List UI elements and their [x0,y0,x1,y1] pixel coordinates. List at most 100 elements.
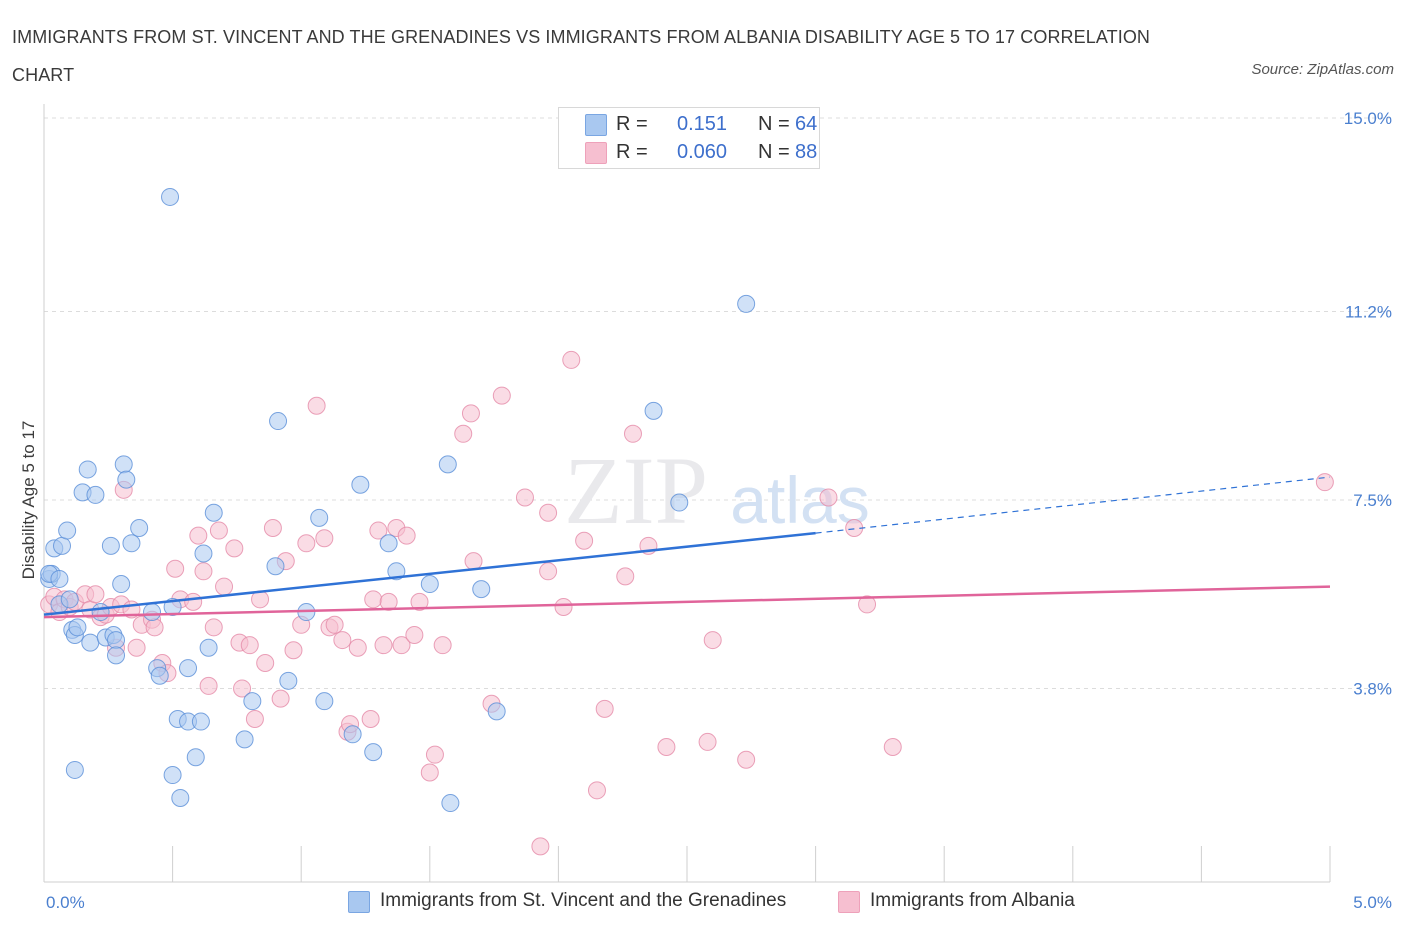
data-point [587,781,606,800]
data-point [554,597,573,616]
stvincent-swatch [348,891,370,913]
data-point [397,526,416,545]
data-point [310,508,329,527]
data-point [50,569,69,588]
data-point [112,575,131,594]
data-point [171,788,190,807]
data-point [379,592,398,611]
data-point [233,679,252,698]
data-point [269,412,288,431]
data-point [858,595,877,614]
x-tick-label: 5.0% [1353,893,1392,912]
y-axis-label: Disability Age 5 to 17 [19,421,38,580]
n-label: N = [758,113,790,135]
data-point [245,710,264,729]
data-point [86,485,105,504]
trend-lines [43,476,1331,619]
data-point [150,666,169,685]
data-point [279,671,298,690]
trend-line-stvincent [43,531,816,616]
data-point [65,760,84,779]
data-point [101,536,120,555]
data-point [883,738,902,757]
data-point [256,653,275,672]
data-point [215,577,234,596]
x-tick-label: 0.0% [46,893,85,912]
data-point [420,575,439,594]
source-note: Source: ZipAtlas.com [1251,61,1394,78]
data-point [515,488,534,507]
axes [43,104,1331,883]
r-label: R = [616,113,648,135]
data-point [225,539,244,558]
data-point [122,534,141,553]
data-point [343,725,362,744]
data-points [40,187,1334,856]
data-point [199,676,218,695]
data-point [361,710,380,729]
data-point [623,424,642,443]
data-point [161,187,180,206]
data-point [107,646,126,665]
data-point [364,743,383,762]
data-point [472,580,491,599]
data-point [374,636,393,655]
data-point [315,692,334,711]
data-point [163,766,182,785]
data-point [145,618,164,637]
data-point [1315,473,1334,492]
data-point [143,603,162,622]
data-point [191,712,210,731]
data-point [461,404,480,423]
albania-swatch [838,891,860,913]
x-tick-labels: 0.0% 5.0% [46,893,1392,912]
data-point [657,738,676,757]
trend-line-stvincent-extension [815,476,1331,534]
r-value: 0.151 [677,113,728,135]
data-point [410,592,429,611]
n-label: N = [758,141,790,163]
data-point [107,631,126,650]
data-point [425,745,444,764]
data-point [189,526,208,545]
legend-label: Immigrants from Albania [870,890,1075,911]
data-point [307,396,326,415]
data-point [86,585,105,604]
data-point [539,562,558,581]
data-point [81,633,100,652]
data-point [204,503,223,522]
data-point [698,732,717,751]
albania-swatch [585,142,607,164]
data-point [819,488,838,507]
data-point [333,631,352,650]
data-point [438,455,457,474]
stvincent-swatch [585,114,607,136]
data-point [266,557,285,576]
data-point [387,562,406,581]
data-point [420,763,439,782]
data-point [539,503,558,522]
data-point [130,519,149,538]
data-point [60,590,79,609]
data-point [127,638,146,657]
r-value: 0.060 [677,141,728,163]
data-point [433,636,452,655]
data-point [315,529,334,548]
data-point [595,699,614,718]
data-point [405,625,424,644]
data-point [114,455,133,474]
data-point [194,544,213,563]
data-point [492,386,511,405]
data-point [703,631,722,650]
stats-legend: R = 0.151 N = 64 R = 0.060 N = 88 [558,107,820,169]
y-tick-label: 7.5% [1353,491,1392,510]
data-point [454,424,473,443]
data-point [263,519,282,538]
data-point [243,692,262,711]
data-point [240,636,259,655]
data-point [166,559,185,578]
chart-title: IMMIGRANTS FROM ST. VINCENT AND THE GREN… [12,27,1151,85]
data-point [562,350,581,369]
trend-line-albania [43,585,1331,619]
